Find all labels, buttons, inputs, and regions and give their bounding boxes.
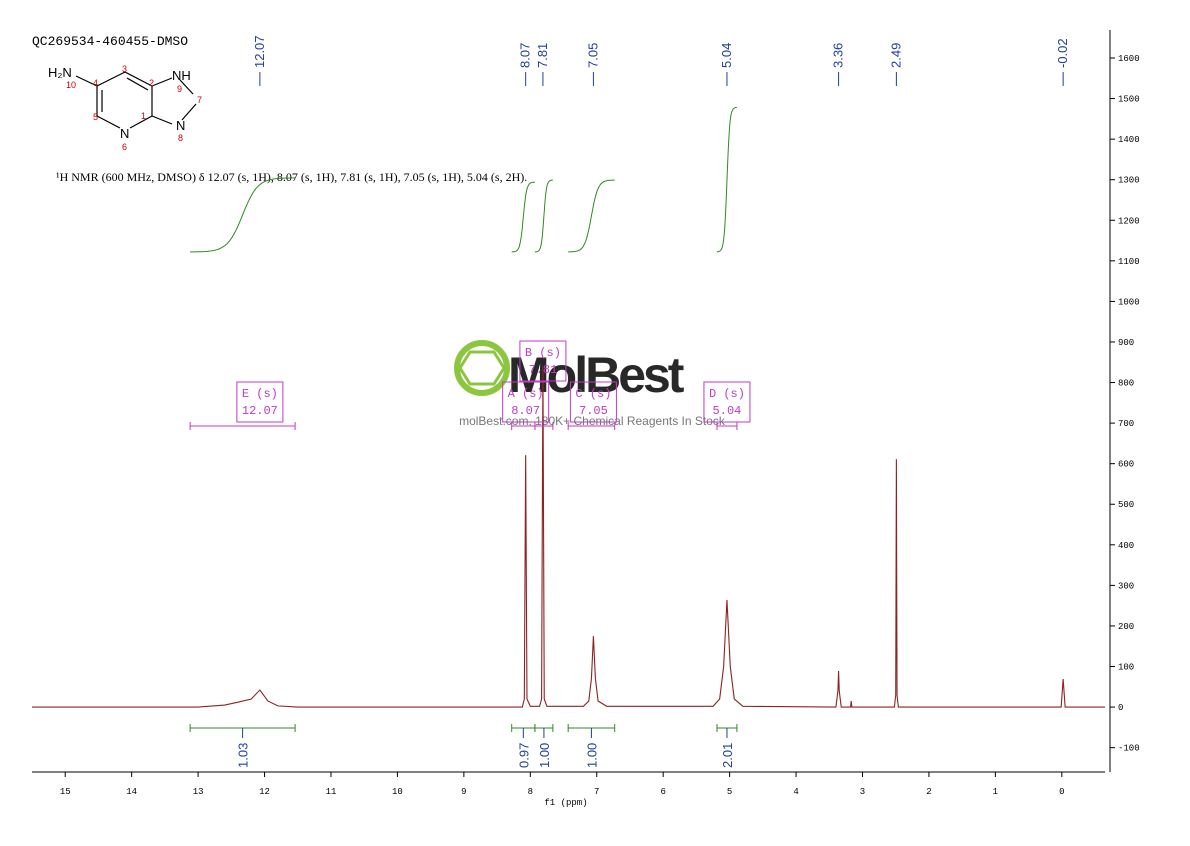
peak-label: 5.04 [719,43,734,68]
y-tick-label: 1600 [1118,54,1140,64]
structure [75,71,197,129]
multiplet-range [534,422,554,430]
atom-number: 7 [197,95,202,105]
multiplet-shift: 7.05 [579,404,608,418]
y-tick-label: 1200 [1118,216,1140,226]
atom-number: 5 [93,112,98,122]
y-tick-label: -100 [1118,744,1140,754]
integral-label: 1.00 [537,743,552,768]
y-tick-label: 600 [1118,460,1134,470]
chart-title: QC269534-460455-DMSO [32,34,188,49]
integral-label: 1.03 [236,743,251,768]
y-tick-label: 1300 [1118,176,1140,186]
y-tick-label: 800 [1118,379,1134,389]
multiplet-range [716,422,738,430]
atom-number: 4 [93,78,98,88]
x-tick-label: 7 [594,787,599,797]
x-tick-label: 0 [1059,787,1064,797]
y-tick-label: 100 [1118,663,1134,673]
slogan: molBest.com, 180K+ Chemical Reagents In … [459,414,726,428]
x-tick-label: 12 [259,787,270,797]
multiplet-box [569,381,617,423]
y-tick-label: 0 [1118,703,1123,713]
y-tick-label: 200 [1118,622,1134,632]
x-tick-label: 15 [60,787,71,797]
atom-label: N [176,118,185,133]
y-tick-label: 700 [1118,419,1134,429]
y-tick-label: 900 [1118,338,1134,348]
atom-number: 10 [66,80,76,90]
x-tick-label: 1 [993,787,998,797]
description: ¹H NMR (600 MHz, DMSO) δ 12.07 (s, 1H), … [56,170,527,184]
multiplet-box [703,381,751,423]
integral-curve [511,181,535,253]
atom-number: 1 [141,111,146,121]
y-tick-label: 300 [1118,581,1134,591]
atom-number: 6 [122,142,127,152]
x-axis-label: f1 (ppm) [544,798,587,808]
integral-curve [534,179,553,253]
multiplet-label: A (s) [508,387,544,401]
peak-label: 2.49 [888,43,903,68]
peak-label: 3.36 [831,43,846,68]
multiplet-range [189,422,296,430]
multiplet-label: C (s) [575,387,611,401]
multiplet-shift: 5.04 [713,404,742,418]
multiplet-box [236,381,284,423]
x-tick-label: 11 [326,787,337,797]
peak-label: 8.07 [518,43,533,68]
atom-number: 2 [149,78,154,88]
integral-label: 2.01 [720,743,735,768]
y-tick-label: 1100 [1118,257,1140,267]
multiplet-box [502,381,550,423]
multiplet-box [519,340,567,382]
y-tick-label: 1500 [1118,95,1140,105]
atom-label: NH [172,68,191,83]
y-tick-label: 1400 [1118,135,1140,145]
x-tick-label: 2 [926,787,931,797]
x-tick-label: 9 [461,787,466,797]
peak-label: -0.02 [1055,38,1070,68]
x-tick-label: 4 [793,787,798,797]
multiplet-label: E (s) [242,387,278,401]
x-tick-label: 5 [727,787,732,797]
multiplet-shift: 8.07 [511,404,540,418]
atom-number: 3 [122,64,127,74]
y-tick-label: 500 [1118,500,1134,510]
peak-label: 7.81 [535,43,550,68]
y-tick-label: 400 [1118,541,1134,551]
multiplet-label: D (s) [709,387,745,401]
integral-curve [568,179,615,253]
x-tick-label: 3 [860,787,865,797]
y-tick-label: 1000 [1118,297,1140,307]
atom-label: H₂N [48,65,72,80]
watermark: MolBest molBest.com, 180K+ Chemical Reag… [454,340,726,428]
x-tick-label: 13 [193,787,204,797]
spectrum-line [32,366,1105,708]
peak-label: 12.07 [252,35,267,68]
integral-curve [716,106,737,253]
integral-label: 1.00 [584,743,599,768]
structure-labels: H₂N NH N N 10 4 3 2 9 7 1 5 6 8 [48,64,202,152]
multiplet-range [567,422,616,430]
logo: MolBest [508,347,685,403]
multiplet-shift: 7.81 [529,363,558,377]
multiplet-label: B (s) [525,346,561,360]
atom-label: N [120,126,129,141]
atom-number: 8 [178,133,183,143]
x-tick-label: 14 [126,787,137,797]
multiplet-shift: 12.07 [242,404,278,418]
x-tick-label: 6 [660,787,665,797]
x-tick-label: 8 [528,787,533,797]
integral-curve [190,177,296,253]
integral-label: 0.97 [516,743,531,768]
peak-label: 7.05 [585,43,600,68]
atom-number: 9 [177,84,182,94]
x-tick-label: 10 [392,787,403,797]
